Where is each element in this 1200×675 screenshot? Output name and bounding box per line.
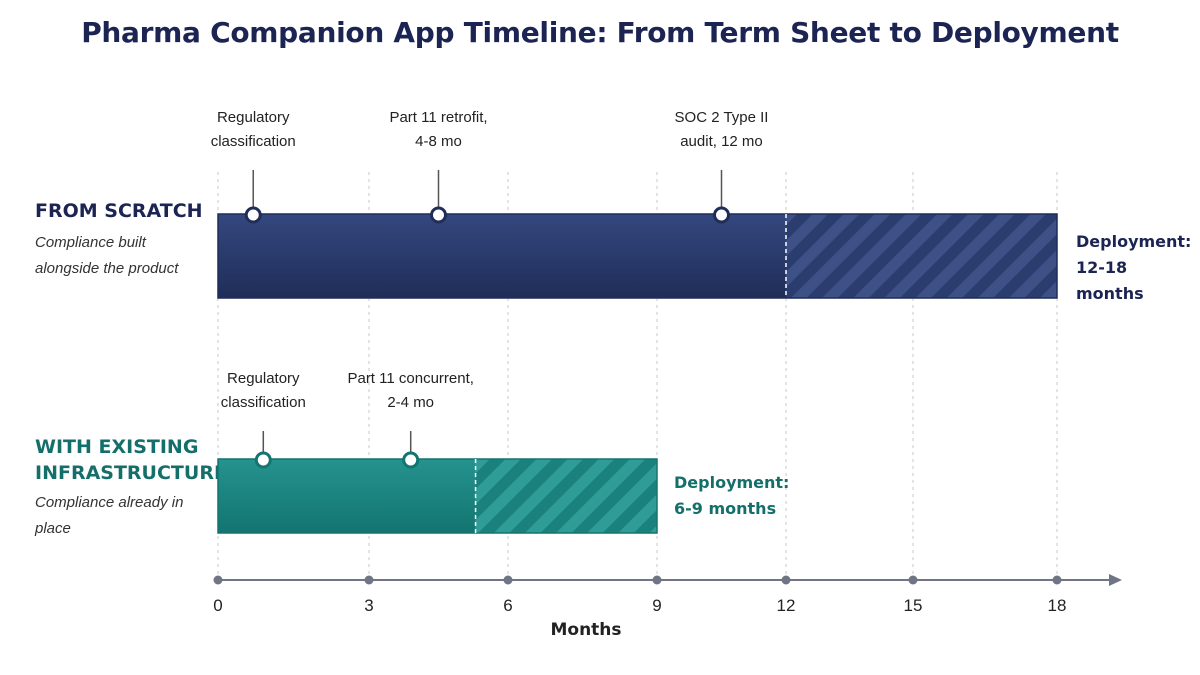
milestone-label-scratch-0-1: classification <box>211 133 296 150</box>
x-tick-dot-6 <box>503 575 513 585</box>
x-tick-dot-18 <box>1052 575 1062 585</box>
x-tick-dot-9 <box>652 575 662 585</box>
bar-solid-scratch <box>218 214 786 298</box>
x-axis-label: Months <box>550 620 622 640</box>
bar-hatched-existing <box>475 459 657 533</box>
row-subtitle-existing: Compliance already in place <box>35 494 184 537</box>
chart-title: Pharma Companion App Timeline: From Term… <box>81 16 1119 49</box>
milestone-label-scratch-1-0: Part 11 retrofit, <box>389 109 487 126</box>
milestone-marker-scratch-1 <box>430 206 447 224</box>
x-axis-arrow <box>1109 574 1122 586</box>
bar-solid-existing <box>218 459 476 533</box>
milestone-label-scratch-2-1: audit, 12 mo <box>680 133 763 150</box>
bar-outline-scratch <box>217 213 1058 299</box>
x-tick-dot-0 <box>213 575 223 585</box>
row-label-from-scratch: FROM SCRATCH <box>35 200 203 222</box>
x-tick-label-18: 18 <box>1048 596 1067 615</box>
row-label-existing-line2: INFRASTRUCTURE <box>35 462 227 484</box>
milestone-label-existing-1-0: Part 11 concurrent, <box>347 370 473 387</box>
milestone-marker-existing-1 <box>402 451 420 469</box>
milestone-label-existing-0-0: Regulatory <box>227 370 300 387</box>
x-tick-label-9: 9 <box>652 596 661 615</box>
milestone-marker-scratch-2 <box>713 206 730 224</box>
x-tick-dot-15 <box>908 575 918 585</box>
x-tick-label-12: 12 <box>777 596 796 615</box>
milestone-label-existing-1-1: 2-4 mo <box>387 394 434 411</box>
bar-outline-existing <box>217 458 658 534</box>
row-label-existing-line1: WITH EXISTING <box>35 436 199 458</box>
x-tick-dot-3 <box>364 575 374 585</box>
deployment-value-existing: 6-9 months <box>674 499 777 518</box>
x-tick-dot-12 <box>781 575 791 585</box>
x-tick-label-6: 6 <box>503 596 512 615</box>
row-subtitle-from-scratch: Compliance built alongside the product <box>35 234 179 277</box>
milestone-label-existing-0-1: classification <box>221 394 306 411</box>
milestone-label-scratch-2-0: SOC 2 Type II <box>675 109 769 126</box>
milestone-label-scratch-0-0: Regulatory <box>217 109 290 126</box>
x-axis-label-wrap: Months <box>0 620 1200 640</box>
milestone-label-scratch-1-1: 4-8 mo <box>415 133 462 150</box>
deployment-label-from-scratch: Deployment: <box>1076 232 1192 251</box>
milestone-marker-existing-0 <box>254 451 272 469</box>
x-tick-label-3: 3 <box>364 596 373 615</box>
milestone-marker-scratch-0 <box>244 206 262 224</box>
deployment-value-from-scratch: 12-18 months <box>1076 258 1144 303</box>
x-tick-label-0: 0 <box>213 596 222 615</box>
x-tick-label-15: 15 <box>904 596 923 615</box>
deployment-label-existing: Deployment: <box>674 473 790 492</box>
bar-hatched-scratch <box>786 214 1057 298</box>
